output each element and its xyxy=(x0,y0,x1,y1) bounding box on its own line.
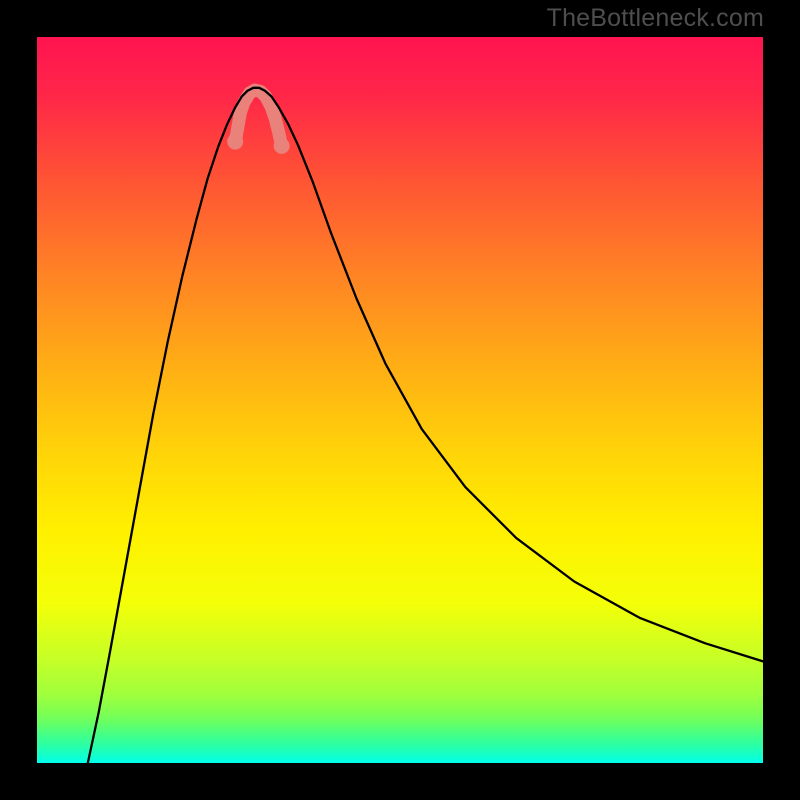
highlight-dot-start xyxy=(227,134,243,150)
highlight-path xyxy=(235,90,281,146)
curve-layer xyxy=(0,0,800,800)
bottleneck-curve xyxy=(88,88,763,763)
highlight-dot-end xyxy=(274,138,290,154)
highlight-segment xyxy=(227,90,289,154)
watermark-text: TheBottleneck.com xyxy=(547,4,764,33)
chart-stage: TheBottleneck.com xyxy=(0,0,800,800)
